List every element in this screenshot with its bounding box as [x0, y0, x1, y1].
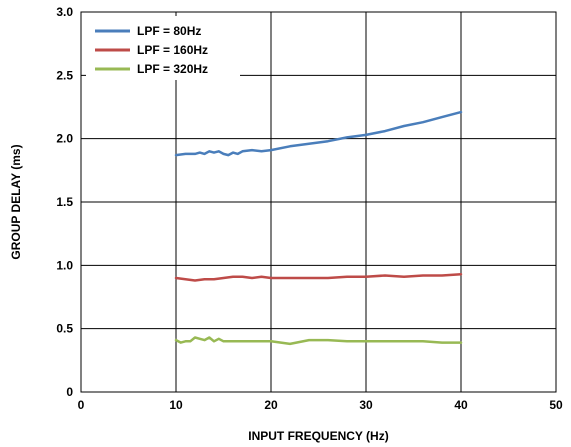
series-layer	[174, 110, 463, 346]
tick-labels: 0 10 20 30 40 50 0 0.5 1.0 1.5 2.0 2.5 3.0	[56, 5, 563, 412]
series-line-2	[174, 272, 463, 282]
series-line-3	[174, 336, 463, 346]
y-tick-label: 0	[66, 385, 73, 399]
plot-frame	[80, 11, 557, 393]
legend-label: LPF = 80Hz	[137, 24, 201, 38]
legend-label: LPF = 160Hz	[137, 43, 208, 57]
x-tick-label: 40	[454, 398, 468, 412]
x-tick-label: 0	[78, 398, 85, 412]
y-tick-label: 1.5	[56, 195, 73, 209]
x-axis-title: INPUT FREQUENCY (Hz)	[248, 429, 388, 443]
y-tick-label: 2.5	[56, 68, 73, 82]
x-tick-label: 30	[359, 398, 373, 412]
y-axis-title: GROUP DELAY (ms)	[9, 144, 23, 259]
y-tick-label: 2.0	[56, 132, 73, 146]
y-tick-label: 0.5	[56, 322, 73, 336]
x-tick-label: 10	[169, 398, 183, 412]
y-tick-label: 1.0	[56, 258, 73, 272]
x-tick-label: 50	[549, 398, 563, 412]
x-tick-label: 20	[264, 398, 278, 412]
legend: LPF = 80Hz LPF = 160Hz LPF = 320Hz	[86, 16, 240, 80]
legend-label: LPF = 320Hz	[137, 62, 208, 76]
y-tick-label: 3.0	[56, 5, 73, 19]
grid	[81, 12, 556, 392]
series-line-1	[174, 110, 463, 157]
